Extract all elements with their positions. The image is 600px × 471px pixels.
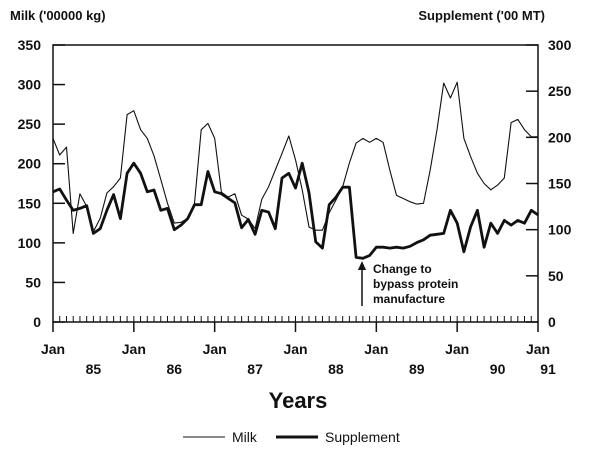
x-month-label: Jan: [445, 341, 469, 357]
right-y-tick-label: 100: [548, 222, 572, 238]
annotation-arrowhead: [358, 261, 366, 270]
x-month-label: Jan: [364, 341, 388, 357]
right-y-tick-label: 50: [548, 268, 564, 284]
x-year-label: 87: [247, 361, 263, 377]
left-axis-title: Milk ('00000 kg): [10, 8, 106, 23]
x-year-label: 89: [409, 361, 425, 377]
right-axis-title: Supplement ('00 MT): [418, 8, 545, 23]
annotation: Change to bypass protein manufacture: [358, 261, 458, 306]
right-y-tick-label: 300: [548, 37, 572, 53]
legend-supplement-label: Supplement: [325, 429, 400, 445]
left-y-tick-label: 50: [25, 274, 41, 290]
legend: Milk Supplement: [183, 429, 400, 445]
x-month-label: Jan: [41, 341, 65, 357]
annotation-line-3: manufacture: [373, 292, 445, 306]
legend-milk-label: Milk: [232, 429, 258, 445]
x-year-label: 91: [540, 361, 556, 377]
left-y-tick-label: 150: [18, 195, 42, 211]
milk-series-line: [52, 81, 538, 234]
x-month-label: Jan: [526, 341, 550, 357]
x-month-label: Jan: [283, 341, 307, 357]
right-y-tick-label: 200: [548, 129, 572, 145]
left-y-tick-label: 100: [18, 235, 42, 251]
x-year-label: 86: [166, 361, 182, 377]
left-y-tick-label: 250: [18, 116, 42, 132]
left-y-tick-label: 300: [18, 77, 42, 93]
left-y-tick-label: 200: [18, 156, 42, 172]
x-month-label: Jan: [203, 341, 227, 357]
x-axis-title: Years: [269, 388, 328, 413]
right-y-tick-label: 250: [548, 83, 572, 99]
right-y-tick-label: 150: [548, 176, 572, 192]
x-year-label: 85: [86, 361, 102, 377]
supplement-series-line: [52, 161, 539, 260]
right-y-tick-label: 0: [548, 314, 556, 330]
left-y-tick-label: 0: [33, 314, 41, 330]
left-y-tick-label: 350: [18, 37, 42, 53]
x-year-label: 90: [490, 361, 506, 377]
annotation-line-1: Change to: [373, 262, 432, 276]
x-month-label: Jan: [122, 341, 146, 357]
annotation-line-2: bypass protein: [373, 277, 458, 291]
x-year-label: 88: [328, 361, 344, 377]
